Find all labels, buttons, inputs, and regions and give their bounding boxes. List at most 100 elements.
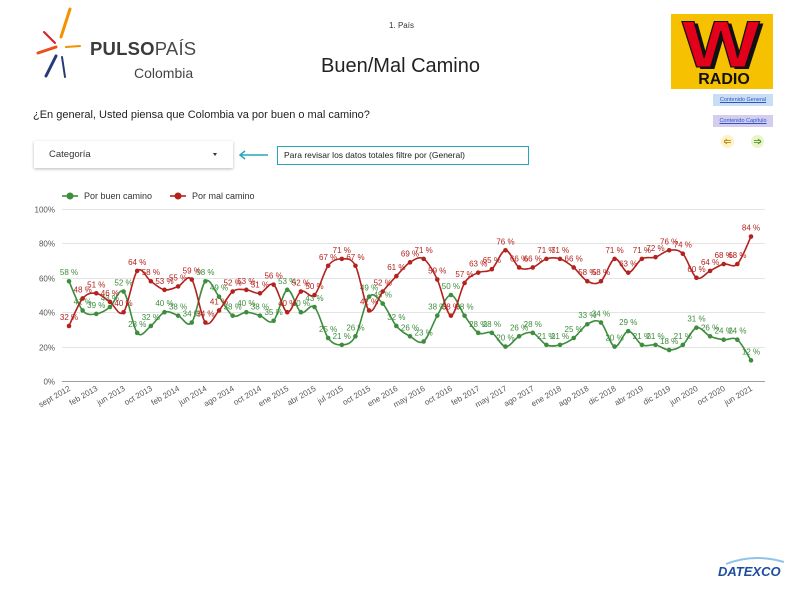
buen-camino-point[interactable] (666, 347, 672, 353)
buen-camino-point[interactable] (557, 342, 563, 348)
buen-camino-point[interactable] (93, 311, 99, 317)
mal-camino-point[interactable] (312, 292, 317, 298)
mal-camino-point[interactable] (421, 256, 426, 262)
buen-camino-point[interactable] (203, 278, 208, 284)
buen-camino-point[interactable] (244, 309, 249, 315)
buen-camino-point[interactable] (394, 323, 399, 329)
legend-item-mal-camino[interactable]: Por mal camino (170, 190, 270, 202)
mal-camino-point[interactable] (407, 260, 413, 265)
buen-camino-point[interactable] (503, 344, 508, 349)
buen-camino-point[interactable] (216, 294, 222, 300)
mal-camino-point[interactable] (557, 256, 563, 262)
mal-camino-point[interactable] (585, 278, 590, 284)
buen-camino-point[interactable] (80, 308, 85, 313)
mal-camino-point[interactable] (707, 268, 713, 274)
mal-camino-point[interactable] (639, 256, 645, 262)
mal-camino-point[interactable] (162, 287, 167, 293)
buen-camino-point[interactable] (707, 333, 713, 339)
mal-camino-point[interactable] (66, 323, 72, 329)
buen-camino-point[interactable] (735, 337, 740, 343)
buen-camino-point[interactable] (189, 320, 195, 325)
mal-camino-point[interactable] (107, 299, 113, 305)
buen-camino-point[interactable] (257, 313, 263, 318)
mal-camino-point[interactable] (721, 261, 727, 267)
mal-camino-point[interactable] (244, 287, 249, 293)
buen-camino-point[interactable] (625, 328, 631, 334)
buen-camino-point[interactable] (175, 313, 181, 318)
buen-camino-point[interactable] (339, 342, 345, 348)
buen-camino-point[interactable] (107, 304, 113, 310)
mal-camino-point[interactable] (694, 275, 699, 281)
mal-camino-point[interactable] (735, 261, 740, 267)
mal-camino-point[interactable] (530, 265, 536, 270)
buen-camino-point[interactable] (448, 292, 454, 298)
buen-camino-point[interactable] (148, 323, 154, 329)
mal-camino-point[interactable] (366, 308, 372, 313)
buen-camino-point[interactable] (694, 325, 699, 330)
mal-camino-point[interactable] (394, 273, 399, 279)
mal-camino-point[interactable] (121, 309, 126, 315)
mal-camino-point[interactable] (175, 284, 181, 289)
buen-camino-point[interactable] (653, 342, 658, 348)
mal-camino-point[interactable] (666, 247, 672, 253)
buen-camino-point[interactable] (312, 304, 317, 310)
mal-camino-point[interactable] (380, 289, 386, 294)
buen-camino-point[interactable] (121, 289, 126, 294)
mal-camino-point[interactable] (284, 309, 290, 315)
buen-camino-point[interactable] (66, 278, 72, 284)
buen-camino-point[interactable] (639, 342, 645, 348)
buen-camino-point[interactable] (516, 333, 522, 339)
buen-camino-point[interactable] (571, 335, 576, 341)
mal-camino-point[interactable] (271, 282, 276, 287)
buen-camino-point[interactable] (530, 330, 536, 336)
buen-camino-point[interactable] (434, 313, 440, 318)
buen-camino-point[interactable] (421, 339, 426, 344)
buen-camino-point[interactable] (271, 318, 276, 324)
legend-item-buen-camino[interactable]: Por buen camino (62, 190, 162, 202)
mal-camino-point[interactable] (298, 289, 304, 294)
mal-camino-point[interactable] (462, 280, 467, 286)
buen-camino-point[interactable] (162, 309, 167, 315)
next-page-button[interactable] (751, 135, 764, 148)
buen-camino-point[interactable] (298, 309, 304, 315)
buen-camino-point[interactable] (598, 320, 604, 325)
buen-camino-point[interactable] (489, 330, 495, 336)
contenido-capitulo-button[interactable]: Contenido Capítulo (713, 115, 773, 127)
mal-camino-point[interactable] (680, 251, 686, 257)
buen-camino-point[interactable] (612, 344, 617, 349)
mal-camino-point[interactable] (625, 270, 631, 275)
buen-camino-point[interactable] (748, 358, 754, 363)
mal-camino-point[interactable] (203, 320, 208, 325)
buen-camino-point[interactable] (366, 294, 372, 300)
mal-camino-point[interactable] (189, 277, 195, 282)
buen-camino-point[interactable] (721, 337, 727, 343)
mal-camino-point[interactable] (598, 278, 604, 284)
buen-camino-point[interactable] (284, 287, 290, 293)
contenido-general-button[interactable]: Contenido General (713, 94, 773, 106)
mal-camino-point[interactable] (339, 256, 345, 262)
mal-camino-point[interactable] (325, 263, 331, 269)
buen-camino-point[interactable] (134, 330, 140, 336)
buen-camino-point[interactable] (585, 321, 590, 327)
mal-camino-point[interactable] (503, 247, 508, 253)
buen-camino-point[interactable] (380, 301, 386, 306)
mal-camino-point[interactable] (93, 290, 99, 296)
mal-camino-point[interactable] (216, 308, 222, 313)
mal-camino-point[interactable] (489, 266, 495, 272)
mal-camino-point[interactable] (516, 265, 522, 270)
buen-camino-point[interactable] (407, 333, 413, 339)
buen-camino-point[interactable] (230, 313, 235, 318)
mal-camino-point[interactable] (571, 265, 576, 270)
buen-camino-point[interactable] (353, 333, 358, 339)
buen-camino-point[interactable] (680, 342, 686, 348)
mal-camino-point[interactable] (434, 277, 440, 282)
buen-camino-point[interactable] (462, 313, 467, 318)
previous-page-button[interactable] (721, 135, 734, 148)
buen-camino-point[interactable] (544, 342, 549, 348)
categoria-dropdown[interactable]: Categoría (34, 141, 233, 168)
mal-camino-point[interactable] (448, 313, 454, 318)
mal-camino-point[interactable] (353, 263, 358, 269)
mal-camino-point[interactable] (748, 234, 754, 239)
buen-camino-point[interactable] (325, 335, 331, 341)
mal-camino-point[interactable] (257, 290, 263, 296)
